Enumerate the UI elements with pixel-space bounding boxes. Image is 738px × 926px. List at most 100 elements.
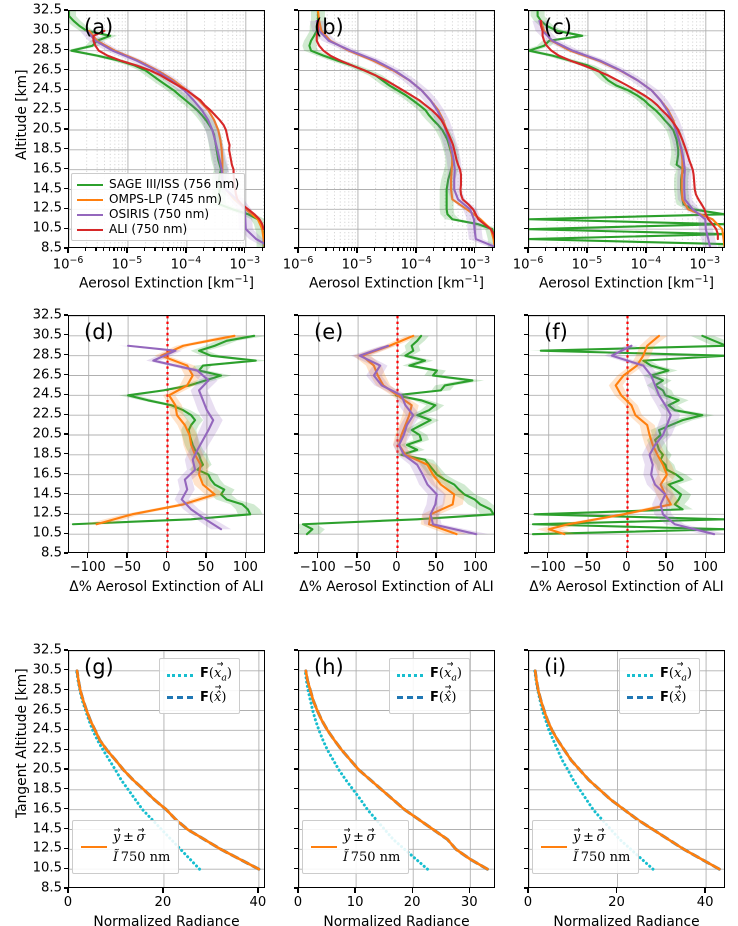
- x-tick-mark: [226, 248, 228, 251]
- x-tick-mark: [297, 248, 299, 253]
- legend-item-ali: ALI (750 nm): [77, 222, 239, 237]
- x-tick-label: 50: [427, 560, 445, 575]
- x-tick-label: 0: [63, 895, 73, 910]
- y-tick-label: 14.5: [32, 486, 62, 501]
- x-tick-mark: [432, 248, 435, 251]
- series-line: [533, 669, 721, 871]
- y-tick-label: 12.5: [32, 840, 62, 856]
- x-tick-mark: [568, 248, 570, 251]
- plot-area-f[interactable]: [528, 315, 725, 553]
- series-line: [531, 334, 724, 536]
- series-line: [127, 344, 223, 531]
- x-tick-label: −100: [529, 560, 566, 575]
- legend-forward-models-g[interactable]: F(xa) F(x̂): [159, 658, 240, 714]
- legend-label-wavelength: Ĩ 750 nm: [573, 850, 631, 865]
- x-tick-mark: [356, 248, 358, 253]
- x-tick-mark: [625, 553, 628, 558]
- series-line: [315, 19, 494, 247]
- x-tick-mark: [108, 248, 110, 251]
- x-tick-mark: [468, 248, 470, 251]
- x-tick-mark: [391, 248, 394, 251]
- legend-label-retrieved: F(x̂): [430, 690, 456, 705]
- plot-area-e[interactable]: [298, 315, 495, 553]
- plot-area-c[interactable]: [528, 10, 725, 248]
- y-tick-label: 26.5: [32, 367, 62, 382]
- x-tick-mark: [471, 248, 473, 251]
- x-tick-mark: [384, 248, 386, 251]
- legend-label: OMPS-LP (745 nm): [109, 192, 222, 206]
- x-tick-mark: [67, 248, 69, 253]
- x-tick-mark: [297, 888, 299, 893]
- legend-item-osiris: OSIRIS (750 nm): [77, 207, 239, 222]
- x-tick-mark: [701, 248, 703, 251]
- x-tick-mark: [356, 553, 358, 558]
- legend-label: ALI (750 nm): [109, 222, 188, 236]
- x-tick-mark: [721, 248, 724, 251]
- legend-label: SAGE III/ISS (756 nm): [109, 177, 240, 191]
- x-tick-mark: [231, 248, 233, 251]
- x-tick-mark: [545, 248, 547, 251]
- x-tick-mark: [343, 248, 345, 251]
- x-tick-mark: [621, 248, 624, 251]
- x-tick-mark: [144, 248, 146, 251]
- x-tick-mark: [102, 248, 105, 251]
- x-tick-mark: [662, 248, 665, 251]
- y-tick-label: 8.5: [41, 880, 62, 896]
- x-tick-label: 50: [197, 560, 215, 575]
- y-tick-label: 28.5: [32, 42, 62, 58]
- legend-dashed-swatch: [627, 695, 653, 699]
- y-tick-label: 28.5: [32, 347, 62, 363]
- x-tick-mark: [642, 248, 644, 251]
- y-tick-label: 14.5: [32, 181, 62, 196]
- y-tick-label: 12.5: [32, 200, 62, 216]
- series-line: [75, 669, 202, 871]
- x-tick-mark: [85, 248, 87, 251]
- legend-measurement-i[interactable]: y ± σ Ĩ 750 nm: [532, 820, 640, 874]
- x-axis-title-f: Δ% Aerosol Extinction of ALI: [529, 579, 724, 595]
- x-tick-mark: [435, 553, 437, 558]
- legend-measurement-g[interactable]: y ± σ Ĩ 750 nm: [72, 820, 180, 874]
- series-line: [75, 669, 261, 871]
- y-tick-label: 32.5: [32, 307, 62, 323]
- x-tick-label: 0: [622, 560, 631, 575]
- series-line: [360, 334, 458, 536]
- legend-label-prior: F(xa): [660, 666, 692, 684]
- x-tick-mark: [468, 888, 470, 893]
- x-tick-mark: [87, 553, 89, 558]
- legend-item-retrieved: F(x̂): [627, 686, 692, 708]
- x-axis-title-b: Aerosol Extinction [km−1]: [309, 274, 484, 292]
- x-tick-mark: [67, 888, 69, 893]
- x-tick-mark: [686, 248, 688, 251]
- x-tick-mark: [645, 248, 647, 253]
- x-tick-mark: [573, 248, 575, 251]
- x-tick-label: 0: [162, 560, 171, 575]
- x-tick-mark: [126, 248, 128, 253]
- x-tick-mark: [202, 248, 205, 251]
- legend-measurement-h[interactable]: y ± σ Ĩ 750 nm: [302, 820, 410, 874]
- x-tick-mark: [415, 248, 417, 253]
- legend-label-measured-sigma: y ± σ: [113, 827, 170, 848]
- x-tick-mark: [332, 248, 335, 251]
- x-tick-mark: [636, 248, 638, 251]
- x-tick-mark: [411, 888, 413, 893]
- x-tick-mark: [167, 248, 169, 251]
- plot-area-b[interactable]: [298, 10, 495, 248]
- x-axis-title-a: Aerosol Extinction [km−1]: [79, 274, 254, 292]
- plot-area-d[interactable]: [68, 315, 265, 553]
- x-tick-mark: [406, 248, 408, 251]
- x-tick-label: 0: [523, 895, 533, 910]
- y-tick-label: 32.5: [32, 642, 62, 658]
- legend-forward-models-i[interactable]: F(xa) F(x̂): [619, 658, 700, 714]
- series-line: [538, 19, 712, 247]
- y-tick-label: 30.5: [32, 327, 62, 343]
- legend-forward-models-h[interactable]: F(xa) F(x̂): [389, 658, 470, 714]
- x-tick-label: 10−3: [459, 255, 491, 273]
- x-tick-mark: [586, 248, 588, 253]
- legend-label: OSIRIS (750 nm): [109, 207, 210, 221]
- x-tick-label: 30: [460, 895, 478, 910]
- legend-extinction[interactable]: SAGE III/ISS (756 nm) OMPS-LP (745 nm) OSI…: [71, 173, 246, 241]
- x-tick-mark: [665, 553, 667, 558]
- x-tick-mark: [397, 248, 399, 251]
